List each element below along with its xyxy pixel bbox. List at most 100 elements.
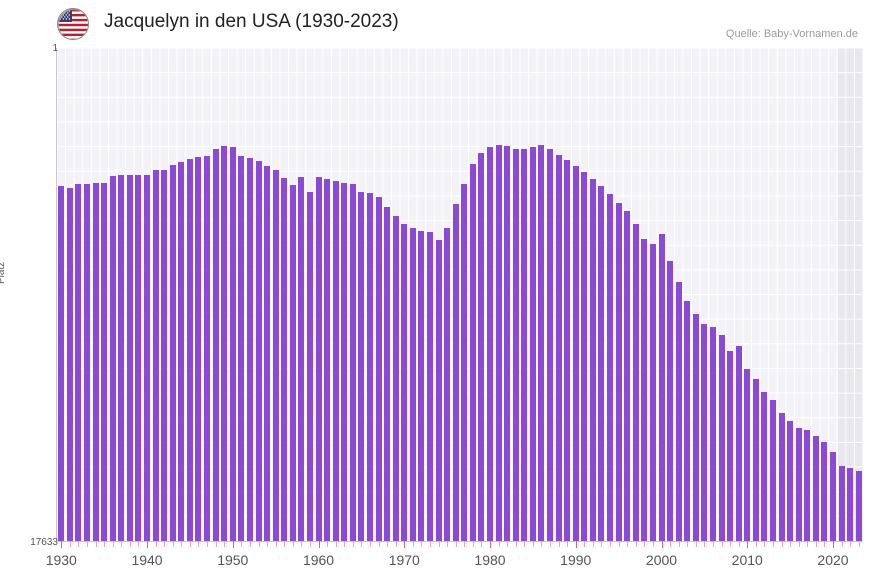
y-axis-top-tick-label: 1 bbox=[52, 43, 58, 54]
x-tick-2000 bbox=[661, 541, 663, 548]
x-tick-1955 bbox=[275, 541, 277, 547]
x-tick-1986 bbox=[541, 541, 543, 547]
x-tick-1980 bbox=[490, 541, 491, 548]
x-tick-2014 bbox=[781, 541, 783, 547]
x-tick-2018 bbox=[815, 541, 817, 547]
x-tick-1978 bbox=[472, 541, 474, 547]
x-tick-1933 bbox=[87, 541, 88, 547]
bar-1966 bbox=[366, 193, 373, 541]
x-tick-1981 bbox=[498, 541, 500, 547]
chart-header: Jacquelyn in den USA (1930-2023) Quelle:… bbox=[0, 0, 873, 46]
x-tick-2020 bbox=[832, 541, 834, 548]
x-tick-1937 bbox=[121, 541, 123, 547]
x-tick-1940 bbox=[147, 541, 149, 548]
x-tick-1999 bbox=[652, 541, 654, 547]
x-tick-1954 bbox=[267, 541, 269, 547]
x-tick-1959 bbox=[309, 541, 311, 547]
bar-2020 bbox=[829, 452, 836, 541]
bar-1938 bbox=[126, 174, 133, 541]
bar-2022 bbox=[847, 468, 854, 541]
bar-1940 bbox=[144, 174, 151, 541]
x-tick-1931 bbox=[69, 541, 71, 547]
bar-2009 bbox=[735, 345, 742, 541]
x-tick-1971 bbox=[412, 541, 414, 547]
bar-1972 bbox=[418, 230, 425, 541]
bar-1953 bbox=[255, 160, 262, 541]
x-tick-1992 bbox=[592, 541, 594, 547]
x-tick-2002 bbox=[678, 541, 680, 547]
bar-1989 bbox=[564, 160, 571, 541]
bar-2002 bbox=[675, 282, 682, 541]
x-tick-1938 bbox=[129, 541, 131, 547]
bar-1942 bbox=[161, 169, 168, 541]
x-tick-label-1980: 1980 bbox=[474, 552, 506, 568]
x-tick-2022 bbox=[850, 541, 852, 547]
bar-1978 bbox=[469, 163, 476, 541]
x-tick-1990 bbox=[575, 541, 577, 548]
x-tick-2023 bbox=[858, 541, 860, 547]
bar-1996 bbox=[624, 211, 631, 541]
bar-1984 bbox=[521, 149, 528, 541]
bar-2012 bbox=[761, 392, 768, 541]
x-tick-1964 bbox=[352, 541, 354, 547]
bar-1967 bbox=[375, 197, 382, 541]
x-tick-1993 bbox=[601, 541, 603, 547]
bar-1980 bbox=[487, 146, 493, 541]
x-tick-1932 bbox=[78, 541, 80, 547]
x-tick-1946 bbox=[198, 541, 200, 547]
bar-1957 bbox=[289, 185, 296, 541]
x-tick-1934 bbox=[95, 541, 97, 547]
bar-1930 bbox=[58, 186, 65, 541]
x-tick-1950 bbox=[232, 541, 234, 548]
bar-1971 bbox=[409, 227, 416, 541]
bar-2019 bbox=[821, 441, 828, 541]
x-tick-2005 bbox=[704, 541, 706, 547]
x-tick-1942 bbox=[164, 541, 166, 547]
bar-1981 bbox=[495, 145, 502, 541]
x-tick-1947 bbox=[207, 541, 209, 547]
bar-2000 bbox=[658, 233, 665, 541]
bar-1969 bbox=[392, 215, 399, 541]
x-tick-label-2000: 2000 bbox=[645, 552, 678, 568]
bar-1998 bbox=[641, 238, 648, 541]
x-tick-1939 bbox=[138, 541, 140, 547]
x-tick-1952 bbox=[249, 541, 251, 547]
x-tick-label-1970: 1970 bbox=[388, 552, 420, 568]
x-tick-1943 bbox=[172, 541, 174, 547]
bar-series bbox=[57, 48, 863, 541]
bar-2018 bbox=[812, 436, 819, 541]
y-axis-label: Platz bbox=[0, 261, 7, 284]
y-axis-bottom-tick-label: 17633 bbox=[30, 537, 58, 548]
x-tick-label-1960: 1960 bbox=[302, 552, 335, 568]
x-tick-label-2010: 2010 bbox=[731, 552, 763, 568]
x-tick-2016 bbox=[798, 541, 800, 547]
bar-1945 bbox=[186, 159, 193, 541]
y-axis-line bbox=[56, 48, 57, 541]
bar-2008 bbox=[727, 350, 734, 541]
x-tick-2011 bbox=[755, 541, 757, 547]
bar-1970 bbox=[401, 223, 408, 541]
x-tick-1991 bbox=[584, 541, 586, 547]
x-tick-1967 bbox=[378, 541, 380, 547]
x-axis-line bbox=[57, 541, 863, 542]
bar-1990 bbox=[572, 166, 579, 541]
bar-1936 bbox=[109, 175, 116, 541]
bar-2017 bbox=[804, 430, 811, 541]
bar-1961 bbox=[324, 178, 331, 541]
x-tick-1973 bbox=[429, 541, 431, 547]
bar-1959 bbox=[306, 191, 313, 541]
bar-1992 bbox=[589, 178, 596, 541]
x-tick-1966 bbox=[369, 541, 371, 547]
x-tick-1953 bbox=[258, 541, 260, 547]
bar-1983 bbox=[512, 149, 519, 541]
x-tick-1944 bbox=[181, 541, 183, 547]
bar-2023 bbox=[855, 470, 862, 541]
bar-2004 bbox=[692, 313, 699, 541]
x-tick-1979 bbox=[481, 541, 483, 547]
x-tick-1965 bbox=[361, 541, 363, 547]
bar-1934 bbox=[92, 183, 99, 541]
bar-1956 bbox=[281, 178, 288, 541]
bar-2003 bbox=[684, 300, 691, 541]
bar-1955 bbox=[272, 169, 279, 541]
